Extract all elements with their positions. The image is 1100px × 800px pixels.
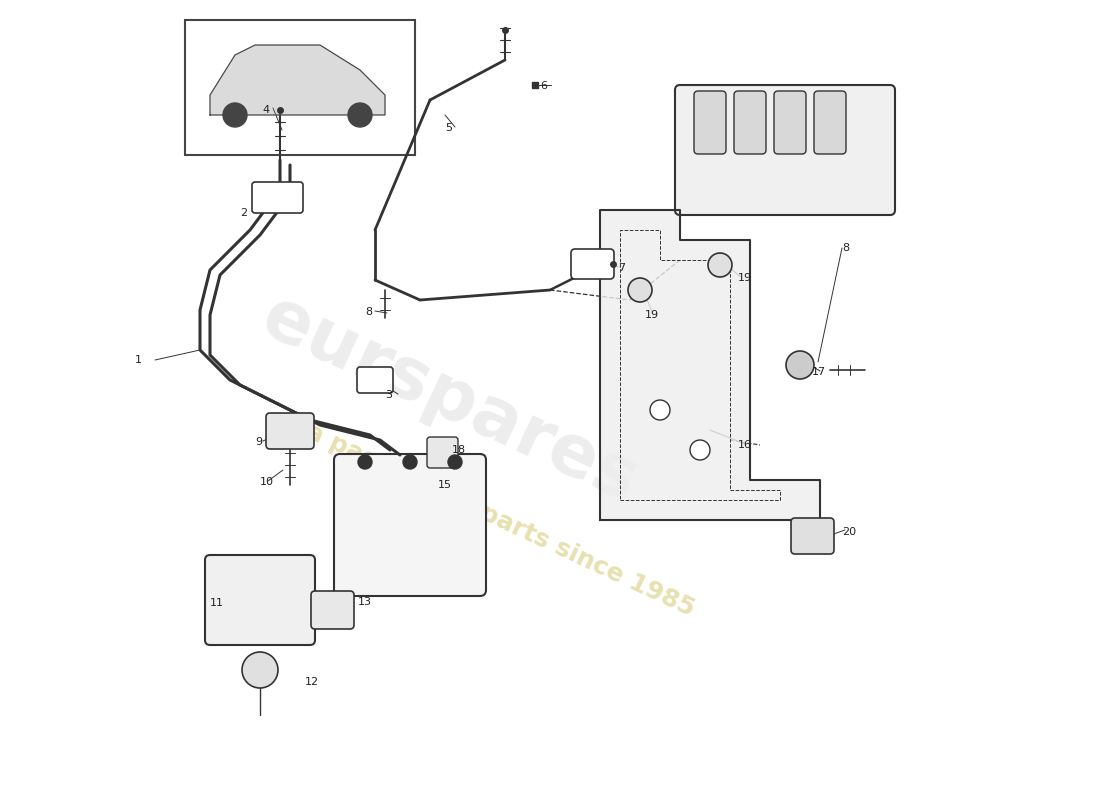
FancyBboxPatch shape (358, 367, 393, 393)
Circle shape (242, 652, 278, 688)
Text: 10: 10 (260, 477, 274, 487)
Circle shape (348, 103, 372, 127)
FancyBboxPatch shape (205, 555, 315, 645)
Circle shape (628, 278, 652, 302)
Text: 13: 13 (358, 597, 372, 607)
FancyBboxPatch shape (791, 518, 834, 554)
FancyBboxPatch shape (252, 182, 302, 213)
Text: 4: 4 (262, 105, 270, 115)
Text: 8: 8 (842, 243, 849, 253)
Text: 11: 11 (210, 598, 224, 608)
Circle shape (630, 280, 650, 300)
Text: 6: 6 (540, 81, 547, 91)
Text: eurspares: eurspares (251, 282, 649, 518)
Text: 19: 19 (738, 273, 752, 283)
Circle shape (710, 255, 730, 275)
FancyBboxPatch shape (311, 591, 354, 629)
Polygon shape (600, 210, 820, 520)
Circle shape (650, 400, 670, 420)
Text: a passion for parts since 1985: a passion for parts since 1985 (301, 419, 698, 621)
FancyBboxPatch shape (266, 413, 314, 449)
Text: 20: 20 (842, 527, 856, 537)
FancyBboxPatch shape (694, 91, 726, 154)
Text: 19: 19 (645, 310, 659, 320)
Text: 9: 9 (255, 437, 262, 447)
FancyBboxPatch shape (571, 249, 614, 279)
FancyBboxPatch shape (814, 91, 846, 154)
Text: 15: 15 (438, 480, 452, 490)
Circle shape (358, 455, 372, 469)
Text: 2: 2 (240, 208, 248, 218)
Circle shape (403, 455, 417, 469)
FancyBboxPatch shape (334, 454, 486, 596)
Circle shape (786, 351, 814, 379)
Text: 3: 3 (385, 390, 392, 400)
Circle shape (690, 440, 710, 460)
Circle shape (448, 455, 462, 469)
FancyBboxPatch shape (675, 85, 895, 215)
FancyBboxPatch shape (427, 437, 458, 468)
Text: 5: 5 (446, 123, 452, 133)
Text: 7: 7 (618, 263, 625, 273)
Text: 12: 12 (305, 677, 319, 687)
FancyBboxPatch shape (774, 91, 806, 154)
Circle shape (223, 103, 248, 127)
Circle shape (708, 253, 732, 277)
Text: 17: 17 (812, 367, 826, 377)
Polygon shape (210, 45, 385, 115)
FancyBboxPatch shape (734, 91, 766, 154)
Text: 18: 18 (452, 445, 466, 455)
Text: 8: 8 (365, 307, 372, 317)
Text: 1: 1 (135, 355, 142, 365)
Text: 16: 16 (738, 440, 752, 450)
Bar (185, 20, 415, 155)
